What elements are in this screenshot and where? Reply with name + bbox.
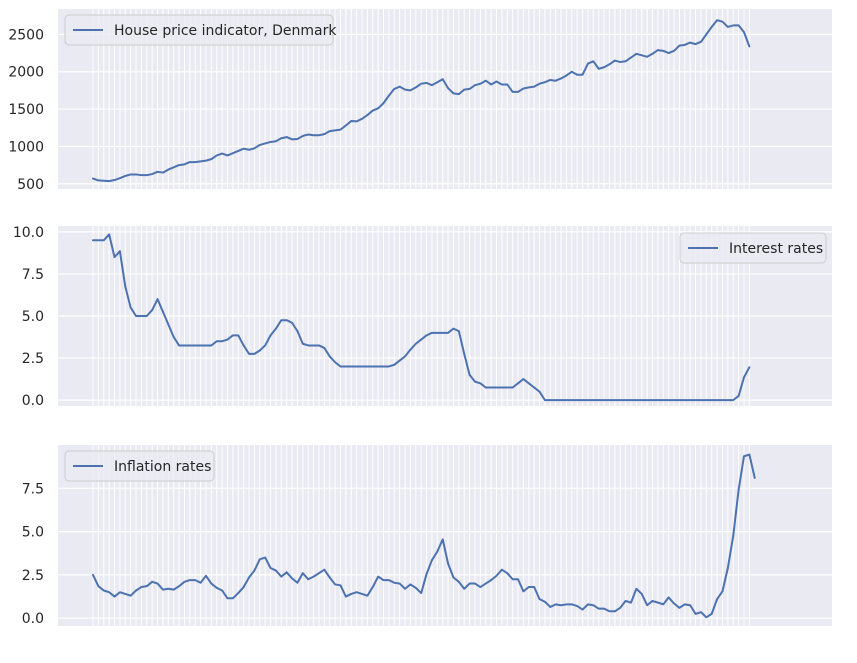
y-tick-label: 2500 [8,27,44,43]
legend-label: House price indicator, Denmark [114,23,337,39]
chart-panel-2: 0.0 2.5 5.0 7.5 10.0 Interest rates [13,225,832,409]
legend-label: Inflation rates [114,459,211,475]
series-line [92,233,751,402]
legend-frame [679,232,827,264]
legend-frame [64,14,334,46]
y-tick-label: 2.5 [22,351,44,367]
y-tick-label: 500 [17,177,44,193]
y-tick-label: 5.0 [22,309,44,325]
series-line [92,453,756,619]
y-tick-label: 2.5 [22,568,44,584]
y-tick-label: 10.0 [13,225,44,241]
y-tick-label: 1000 [8,139,44,155]
series-line [92,19,751,183]
chart-panel-1: 500 1000 1500 2000 2500 House price indicator… [8,9,832,193]
y-tick-label: 0.0 [22,393,44,409]
y-tick-label: 7.5 [22,267,44,283]
y-tick-label: 5.0 [22,525,44,541]
chart-panel-3: 0.0 2.5 5.0 7.5 Inflation rates [22,445,832,627]
x-grid-lines [92,9,750,189]
legend: Inflation rates [64,450,215,482]
legend-frame [64,450,215,482]
y-tick-label: 1500 [8,102,44,118]
legend: House price indicator, Denmark [64,14,337,46]
y-tick-label: 2000 [8,65,44,81]
y-tick-label: 0.0 [22,611,44,627]
legend: Interest rates [679,232,827,264]
y-tick-label: 7.5 [22,481,44,497]
legend-label: Interest rates [729,241,823,257]
